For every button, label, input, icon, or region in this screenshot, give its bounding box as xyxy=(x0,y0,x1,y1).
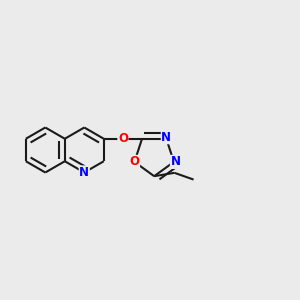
Text: N: N xyxy=(161,131,171,144)
Text: N: N xyxy=(79,166,89,179)
Text: O: O xyxy=(130,155,140,168)
Text: N: N xyxy=(170,155,180,168)
Text: O: O xyxy=(118,132,128,145)
